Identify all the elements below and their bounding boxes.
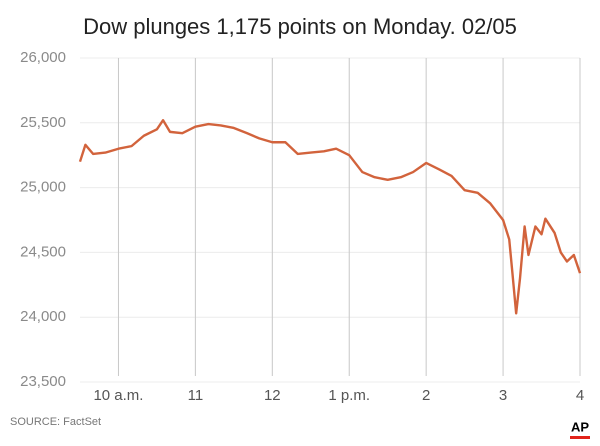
credit-underline [570,436,590,439]
source: SOURCE: FactSet [10,416,101,428]
y-tick-label: 25,500 [20,114,66,131]
x-tick-label: 3 [499,387,507,404]
x-tick-label: 12 [264,387,281,404]
series-line [78,119,582,315]
x-tick-label: 4 [576,387,584,404]
y-tick-label: 24,500 [20,243,66,260]
x-tick-label: 2 [422,387,430,404]
chart-title: Dow plunges 1,175 points on Monday. 02/0… [83,14,517,39]
x-tick-label: 1 p.m. [328,387,370,404]
y-tick-label: 24,000 [20,308,66,325]
y-tick-label: 25,000 [20,179,66,196]
credit: AP [571,419,589,434]
x-tick-label: 10 a.m. [93,387,143,404]
y-tick-label: 23,500 [20,373,66,390]
y-tick-label: 26,000 [20,49,66,66]
x-tick-label: 11 [188,387,204,404]
